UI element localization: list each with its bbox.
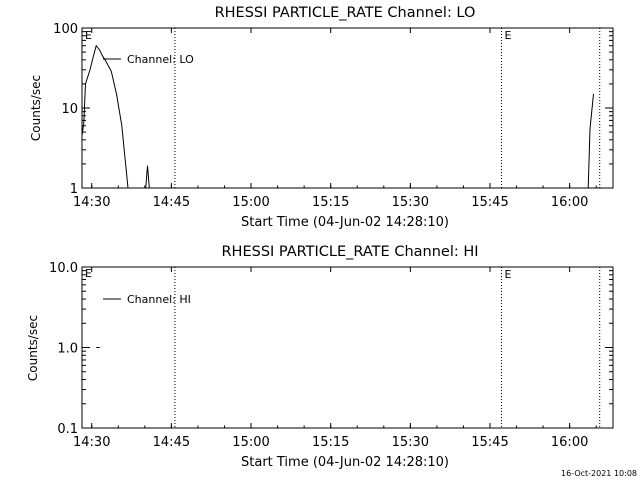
panel-lo: RHESSI PARTICLE_RATE Channel: LO Counts/… [29,5,614,230]
panel-lo-title: RHESSI PARTICLE_RATE Channel: LO [215,5,476,21]
panel-hi-xlabel: Start Time (04-Jun-02 14:28:10) [241,455,449,470]
panel-hi-title: RHESSI PARTICLE_RATE Channel: HI [221,244,478,260]
lo-series-line [81,44,136,189]
lo-x-tick-label: 14:45 [153,195,190,210]
lo-x-tick-label: 15:30 [392,195,429,210]
lo-y-tick-label: 10 [61,102,78,117]
hi-x-tick-label: 15:30 [392,435,429,450]
hi-x-tick-label: 15:45 [471,435,508,450]
panel-lo-plot-frame [81,27,614,189]
lo-series-spike [587,93,594,189]
hi-y-tick-label: 10.0 [49,261,78,276]
hi-y-tick-label: 1.0 [57,342,78,357]
hi-x-tick-label: 15:00 [232,435,269,450]
lo-y-tick-label: 100 [53,22,78,37]
panel-lo-ylabel: Counts/sec [29,75,43,141]
lo-event-label: E [504,29,511,42]
panel-lo-xlabel: Start Time (04-Jun-02 14:28:10) [241,215,449,230]
hi-event-label: E [504,268,511,281]
panel-hi-ylabel: Counts/sec [26,315,40,381]
panel-hi: RHESSI PARTICLE_RATE Channel: HI Counts/… [26,244,614,470]
panel-hi-plot-layer: 14:30 14:45 15:00 15:15 15:30 15:45 16:00 0.1 1.… [49,261,613,450]
panel-lo-plot-layer: 14:30 14:45 15:00 15:15 15:30 15:45 16:00 1 10 10… [53,22,613,210]
lo-y-tick-label: 1 [70,182,78,197]
lo-x-tick-label: 14:30 [73,195,110,210]
lo-series-spike [145,165,150,189]
hi-x-tick-label: 14:45 [153,435,190,450]
hi-y-tick-label: 0.1 [57,422,78,437]
hi-x-tick-label: 16:00 [551,435,588,450]
panel-hi-corner-label: E [85,267,92,280]
panel-lo-corner-label: E [85,29,92,42]
lo-x-tick-label: 15:00 [232,195,269,210]
footer-timestamp: 16-Oct-2021 10:08 [561,469,637,478]
lo-x-tick-label: 16:00 [551,195,588,210]
panel-lo-legend-label: Channel: LO [127,53,194,66]
hi-x-tick-label: 14:30 [73,435,110,450]
panel-hi-plot-frame [81,266,614,429]
lo-x-tick-label: 15:45 [471,195,508,210]
hi-x-tick-label: 15:15 [312,435,349,450]
lo-x-tick-label: 15:15 [312,195,349,210]
panel-hi-legend-label: Channel: HI [127,293,191,306]
